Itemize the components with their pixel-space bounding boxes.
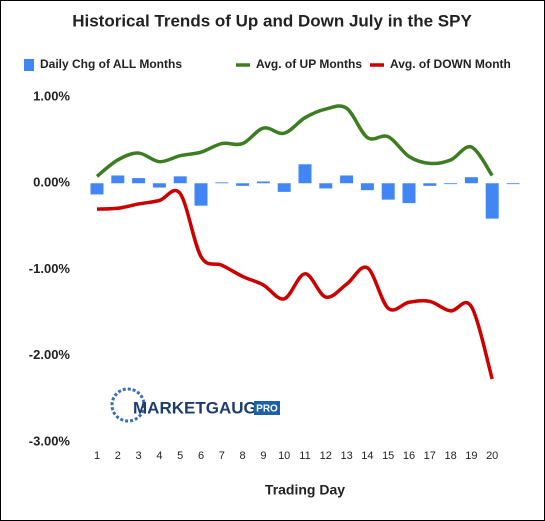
- y-tick-label: -1.00%: [29, 261, 71, 276]
- x-tick-label: 3: [136, 450, 142, 462]
- x-tick-label: 7: [219, 450, 225, 462]
- bar: [485, 183, 499, 219]
- bar: [298, 164, 312, 184]
- bar: [215, 182, 229, 184]
- logo-badge: PRO: [256, 404, 278, 415]
- bar: [340, 175, 354, 184]
- y-tick-label: -3.00%: [29, 433, 71, 448]
- x-tick-label: 18: [444, 450, 456, 462]
- bar: [132, 178, 146, 184]
- x-tick-label: 11: [299, 450, 310, 462]
- chart-title: Historical Trends of Up and Down July in…: [72, 11, 472, 30]
- bar: [173, 176, 187, 184]
- legend-label: Avg. of DOWN Month: [390, 57, 511, 71]
- bar: [256, 181, 270, 184]
- bar: [277, 183, 291, 192]
- logo-badge-bg: [254, 401, 280, 415]
- y-tick-label: 1.00%: [33, 88, 70, 103]
- logo-brand: MARKETGAUGE: [133, 398, 268, 417]
- legend-swatch: [24, 59, 34, 71]
- x-tick-label: 20: [486, 450, 498, 462]
- bar: [506, 183, 520, 185]
- bar: [236, 183, 250, 186]
- x-tick-label: 15: [382, 450, 394, 462]
- x-tick-label: 4: [156, 450, 162, 462]
- logo: MARKETGAUGE PRO: [110, 387, 280, 423]
- bar: [464, 177, 478, 184]
- y-tick-label: 0.00%: [33, 175, 70, 190]
- bar: [402, 183, 416, 204]
- x-tick-label: 8: [240, 450, 246, 462]
- x-tick-label: 17: [424, 450, 436, 462]
- bar: [152, 183, 166, 188]
- x-tick-label: 16: [403, 450, 415, 462]
- bar: [381, 183, 395, 200]
- x-tick-label: 10: [278, 450, 290, 462]
- line: [95, 104, 494, 178]
- x-tick-label: 9: [260, 450, 266, 462]
- x-tick-label: 12: [320, 450, 332, 462]
- bar: [90, 183, 104, 195]
- legend-label: Daily Chg of ALL Months: [40, 57, 182, 71]
- x-tick-label: 2: [115, 450, 121, 462]
- x-tick-label: 13: [340, 450, 352, 462]
- x-tick-label: 19: [465, 450, 477, 462]
- line: [96, 188, 494, 380]
- legend-label: Avg. of UP Months: [256, 57, 362, 71]
- x-tick-label: 5: [177, 450, 183, 462]
- bar: [360, 183, 374, 191]
- x-axis-label: Trading Day: [265, 482, 345, 498]
- bar: [423, 183, 437, 186]
- logo-icon: [110, 387, 146, 423]
- bar: [194, 183, 208, 206]
- bar: [319, 183, 333, 189]
- x-tick-label: 6: [198, 450, 204, 462]
- x-tick-label: 14: [361, 450, 373, 462]
- bar: [111, 175, 125, 184]
- bar: [444, 183, 458, 185]
- x-tick-label: 1: [94, 450, 100, 462]
- y-tick-label: -2.00%: [29, 347, 71, 362]
